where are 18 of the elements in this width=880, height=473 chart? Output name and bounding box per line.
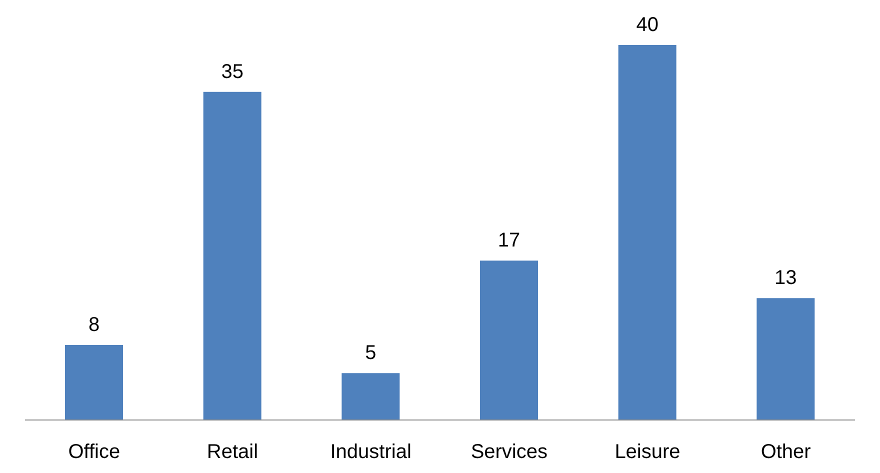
bar [756,298,815,420]
x-tick-label: Office [68,441,120,464]
data-label: 35 [221,60,244,83]
x-tick-label: Retail [206,441,258,464]
data-label: 40 [636,14,658,36]
x-tick-label: Services [470,441,548,464]
x-tick-label: Leisure [614,441,680,464]
bar [65,345,123,420]
x-tick-label: Industrial [330,441,412,464]
data-label: 17 [498,230,520,252]
bar [203,92,262,420]
bar [480,260,538,420]
bar [618,45,676,420]
data-label: 13 [774,267,797,290]
x-tick-label: Other [760,441,812,464]
data-label: 5 [365,342,376,364]
bar [342,373,400,420]
data-label: 8 [88,314,100,336]
